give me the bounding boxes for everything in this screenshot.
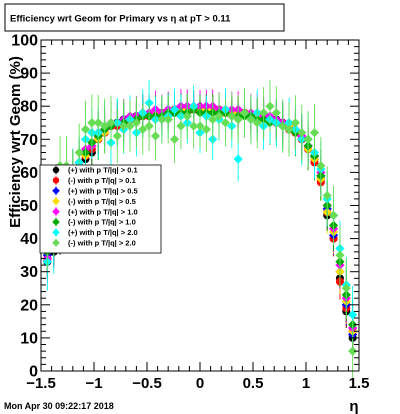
data-point [239, 108, 250, 118]
data-point [309, 128, 320, 138]
x-tick-label: 0 [196, 375, 204, 392]
date-stamp: Mon Apr 30 09:22:17 2018 [4, 401, 114, 411]
data-point [169, 134, 180, 144]
data-point [246, 114, 256, 125]
data-point [341, 283, 351, 293]
x-tick-label: −0.5 [132, 375, 162, 392]
y-tick-label: 80 [20, 99, 38, 116]
axes-layer: 0 10 20 30 40 50 60 70 80 90 100 −1.5 −1 −0.5 0 0.5 1 1.5 [11, 33, 369, 393]
legend-entry: (+) with p T/|q| > 0.5 [52, 186, 138, 196]
data-point [131, 118, 141, 128]
legend: (+) with p T/|q| > 0.1(-) with p T/|q| >… [39, 164, 162, 254]
data-point [348, 346, 358, 356]
data-point [252, 118, 262, 128]
data-point [214, 111, 224, 121]
legend-entry: (+) with p T/|q| > 0.1 [52, 165, 138, 175]
x-axis-title: η [349, 398, 358, 414]
data-point [106, 118, 116, 128]
legend-label: (-) with p T/|q| > 2.0 [68, 239, 136, 248]
y-tick-label: 90 [20, 66, 38, 83]
data-point [227, 111, 237, 121]
data-point [259, 108, 269, 118]
y-tick-label: 10 [20, 330, 38, 347]
data-point [163, 114, 173, 125]
legend-entries: (+) with p T/|q| > 0.1(-) with p T/|q| >… [52, 165, 138, 248]
data-point [80, 124, 91, 134]
data-point [74, 147, 84, 158]
y-tick-label: 40 [20, 231, 38, 248]
legend-label: (-) with p T/|q| > 0.5 [68, 197, 136, 206]
y-tick-label: 30 [20, 264, 38, 281]
x-tick-label: −1.5 [26, 375, 56, 392]
legend-label: (-) with p T/|q| > 1.0 [68, 218, 136, 227]
legend-entry: (+) with p T/|q| > 1.0 [52, 207, 138, 216]
data-point [233, 114, 243, 125]
y-tick-label: 0 [29, 364, 38, 381]
legend-entry: (+) with p T/|q| > 2.0 [52, 227, 138, 237]
data-point [93, 118, 103, 128]
data-point [195, 121, 205, 131]
data-point [328, 210, 339, 221]
data-point [297, 128, 307, 138]
legend-label: (-) with p T/|q| > 0.1 [68, 176, 136, 185]
chart-title-box: Efficiency wrt Geom for Primary vs η at … [4, 3, 285, 32]
legend-entry: (-) with p T/|q| > 2.0 [52, 238, 136, 248]
y-tick-label: 100 [11, 33, 38, 50]
data-point [112, 131, 122, 141]
data-point [271, 108, 281, 118]
chart-title: Efficiency wrt Geom for Primary vs η at … [10, 14, 231, 25]
legend-label: (+) with p T/|q| > 0.1 [68, 166, 138, 175]
data-point [208, 114, 218, 125]
data-point [144, 121, 154, 131]
x-tick-label: 1 [302, 375, 310, 392]
data-point [335, 250, 345, 260]
legend-entry: (-) with p T/|q| > 0.1 [52, 175, 136, 185]
y-tick-label: 70 [20, 132, 38, 149]
y-tick-label: 50 [20, 198, 38, 215]
data-point [303, 134, 313, 144]
data-point [176, 121, 186, 131]
y-axis-title: Efficiency wrt Geom (%) [7, 56, 24, 228]
data-point [290, 118, 300, 128]
data-point [189, 121, 199, 131]
data-point [322, 190, 332, 201]
data-point [157, 114, 167, 125]
title-frame [4, 3, 285, 32]
legend-label: (+) with p T/|q| > 0.5 [68, 187, 138, 196]
legend-label: (+) with p T/|q| > 1.0 [68, 207, 138, 216]
y-tick-label: 60 [20, 165, 38, 182]
data-point [150, 131, 161, 141]
data-point [201, 124, 211, 134]
data-point [316, 161, 326, 171]
legend-frame [39, 164, 162, 254]
data-point [119, 121, 129, 131]
data-point [265, 101, 275, 111]
data-point [138, 124, 148, 134]
data-point [125, 121, 135, 131]
data-point [278, 121, 288, 131]
data-point [348, 310, 358, 320]
data-point [220, 118, 231, 128]
data-point [182, 111, 192, 121]
x-tick-label: −1 [85, 375, 102, 392]
data-point [100, 121, 110, 131]
data-point [233, 154, 243, 164]
x-tick-label: 0.5 [243, 375, 264, 392]
legend-label: (+) with p T/|q| > 2.0 [68, 228, 138, 237]
data-point [87, 118, 97, 128]
x-tick-label: 1.5 [349, 375, 370, 392]
data-point [169, 104, 180, 115]
data-point [284, 124, 294, 134]
legend-entry: (-) with p T/|q| > 0.5 [52, 196, 136, 206]
y-tick-label: 20 [20, 297, 38, 314]
legend-entry: (-) with p T/|q| > 1.0 [52, 217, 136, 227]
